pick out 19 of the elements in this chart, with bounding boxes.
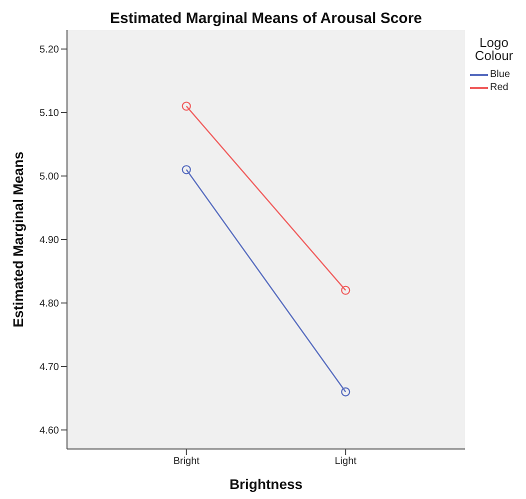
y-tick-label: 4.80 [40, 298, 60, 310]
x-tick-label: Bright [173, 456, 200, 468]
x-axis-title: Brightness [229, 476, 303, 492]
y-axis-title: Estimated Marginal Means [10, 151, 26, 328]
y-tick-label: 5.20 [40, 44, 60, 56]
x-tick-label: Light [334, 456, 357, 468]
point [182, 102, 191, 111]
y-tick-label: 4.70 [40, 362, 60, 374]
chart-title: Estimated Marginal Means of Arousal Score [108, 10, 424, 27]
point [341, 286, 350, 295]
y-tick-label: 5.10 [40, 108, 60, 120]
point [341, 387, 350, 396]
legend-label: Red [490, 82, 508, 93]
point [182, 165, 191, 174]
legend-label: Blue [490, 69, 510, 80]
y-tick-label: 4.60 [40, 426, 60, 437]
legend-title: Logo Colour [474, 35, 514, 63]
y-tick-label: 5.00 [40, 172, 60, 183]
y-tick-label: 4.90 [40, 235, 60, 246]
